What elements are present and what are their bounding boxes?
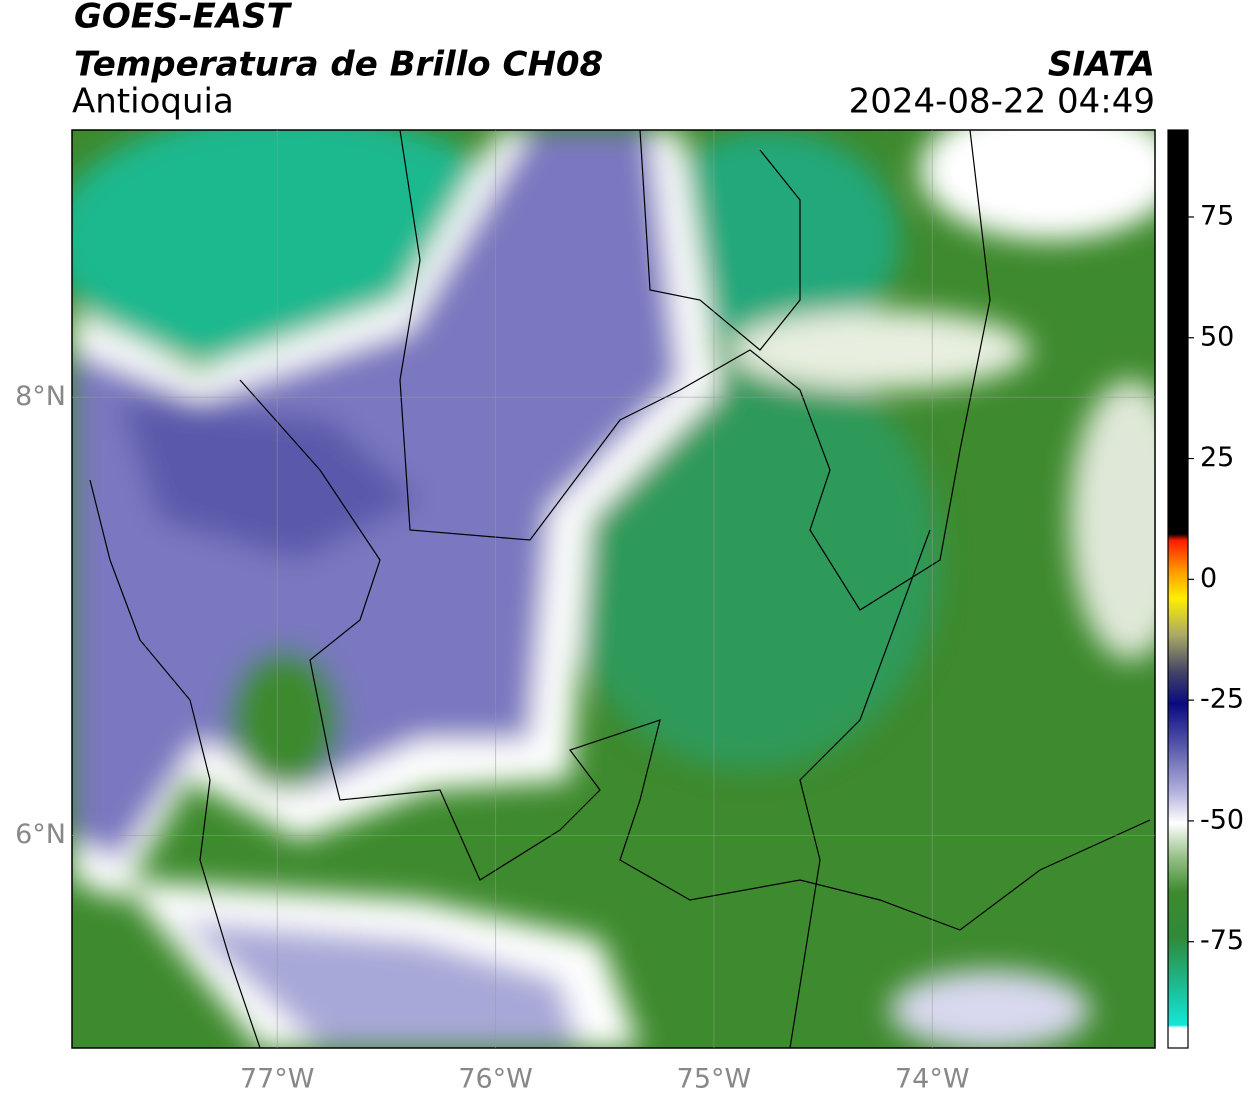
source: SIATA	[1048, 45, 1155, 85]
map-frame	[71, 129, 1156, 1049]
colorbar-tick-label: -75	[1200, 925, 1244, 956]
satellite-image	[72, 130, 1155, 1048]
x-tick-label: 75°W	[677, 1064, 752, 1095]
colorbar-tick-label: 75	[1200, 200, 1234, 231]
colorbar-tick-label: -50	[1200, 804, 1244, 835]
datetime: 2024-08-22 04:49	[849, 82, 1155, 122]
subtitle: Temperatura de Brillo CH08	[74, 45, 603, 85]
y-tick-label: 8°N	[15, 381, 66, 412]
x-tick-label: 76°W	[458, 1064, 533, 1095]
colorbar	[1167, 129, 1189, 1049]
colorbar-tick-label: 0	[1200, 563, 1217, 594]
y-tick-label: 6°N	[15, 819, 66, 850]
colorbar-tick-label: 25	[1200, 442, 1234, 473]
x-tick-label: 77°W	[240, 1064, 315, 1095]
colorbar-tick-label: 50	[1200, 321, 1234, 352]
x-tick-label: 74°W	[895, 1064, 970, 1095]
title: GOES-EAST	[74, 0, 293, 37]
region: Antioquia	[72, 82, 234, 122]
colorbar-tick-label: -25	[1200, 684, 1244, 715]
